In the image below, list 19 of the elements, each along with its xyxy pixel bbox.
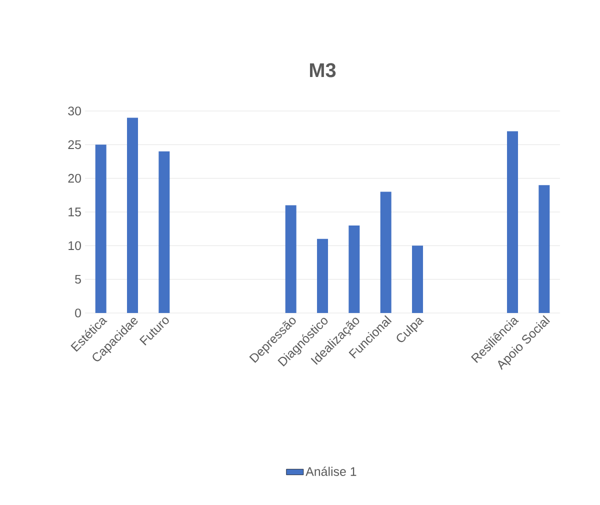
y-tick-label: 0 xyxy=(75,308,81,318)
bar xyxy=(95,144,106,313)
bar xyxy=(412,246,424,313)
legend-label: Análise 1 xyxy=(306,466,356,476)
bar xyxy=(507,131,518,313)
bar xyxy=(285,205,296,313)
y-tick-label: 15 xyxy=(68,208,81,216)
bar xyxy=(317,238,328,313)
y-tick-label: 30 xyxy=(68,106,81,116)
bar xyxy=(158,151,170,313)
bar xyxy=(380,192,392,313)
chart-title: M3 xyxy=(310,63,336,78)
y-tick-label: 5 xyxy=(75,274,81,284)
bar xyxy=(348,225,360,313)
bar xyxy=(127,118,138,313)
y-tick-label: 25 xyxy=(68,140,81,150)
y-tick-label: 20 xyxy=(68,174,81,183)
y-tick-label: 10 xyxy=(68,241,81,250)
bar xyxy=(538,185,550,313)
